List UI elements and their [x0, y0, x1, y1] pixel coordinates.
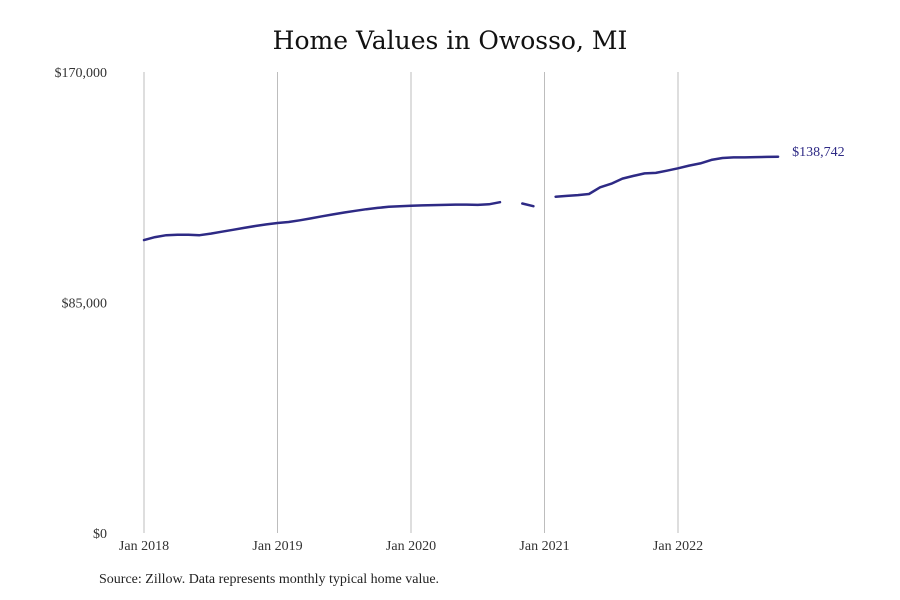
x-axis-tick-labels: Jan 2018 Jan 2019 Jan 2020 Jan 2021 Jan 2022	[119, 539, 703, 554]
x-tick-label: Jan 2021	[519, 539, 569, 554]
series-line-segment	[554, 155, 780, 198]
y-axis-tick-labels: $0 $85,000 $170,000	[55, 66, 108, 542]
gridlines	[143, 72, 679, 533]
series-line-segment	[142, 200, 502, 242]
source-note: Source: Zillow. Data represents monthly …	[99, 572, 440, 587]
x-tick-label: Jan 2020	[386, 539, 436, 554]
y-tick-label: $85,000	[62, 297, 108, 312]
x-tick-label: Jan 2022	[653, 539, 703, 554]
y-tick-label: $170,000	[55, 66, 108, 81]
x-tick-label: Jan 2019	[252, 539, 302, 554]
x-tick-label: Jan 2018	[119, 539, 169, 554]
series-line-layer	[142, 155, 780, 242]
series-line-segment	[521, 202, 535, 208]
chart-title: Home Values in Owosso, MI	[272, 26, 628, 55]
y-tick-label: $0	[93, 527, 107, 542]
last-value-label: $138,742	[792, 145, 845, 160]
